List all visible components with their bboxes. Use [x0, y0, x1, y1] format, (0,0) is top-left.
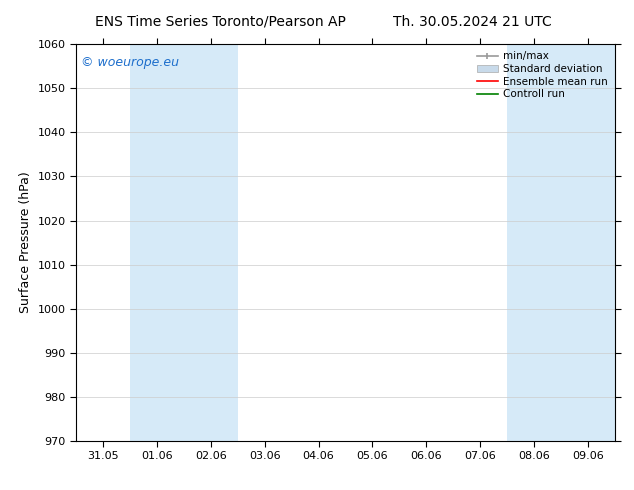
Bar	[507, 44, 620, 441]
Bar	[130, 44, 238, 441]
Y-axis label: Surface Pressure (hPa): Surface Pressure (hPa)	[19, 172, 32, 314]
Text: ENS Time Series Toronto/Pearson AP: ENS Time Series Toronto/Pearson AP	[95, 15, 346, 29]
Text: © woeurope.eu: © woeurope.eu	[81, 56, 179, 69]
Text: Th. 30.05.2024 21 UTC: Th. 30.05.2024 21 UTC	[393, 15, 552, 29]
Legend: min/max, Standard deviation, Ensemble mean run, Controll run: min/max, Standard deviation, Ensemble me…	[475, 49, 610, 101]
